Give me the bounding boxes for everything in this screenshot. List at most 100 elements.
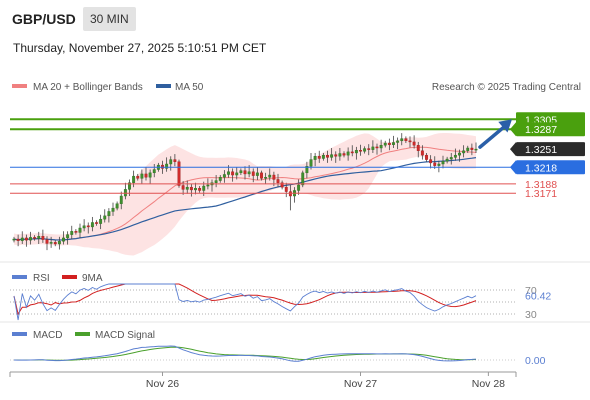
level-badge-text: 1.3287 xyxy=(525,124,557,136)
candle-body-down xyxy=(86,225,90,228)
ma20-legend-swatch xyxy=(12,84,27,88)
candle-body-down xyxy=(251,171,255,176)
candle-body-down xyxy=(412,141,416,146)
level-lines xyxy=(10,118,516,194)
candle xyxy=(400,133,404,146)
candle xyxy=(86,222,90,234)
candle xyxy=(342,151,346,158)
candle xyxy=(330,148,334,161)
candle-body-up xyxy=(338,153,342,157)
macd-legend-swatch xyxy=(12,332,27,336)
rsi-legend-label: RSI xyxy=(33,273,50,284)
candle-body-up xyxy=(222,174,226,178)
candle-body-up xyxy=(239,170,243,174)
candle-body-up xyxy=(218,177,222,181)
macd-legend: MACD MACD Signal xyxy=(12,330,155,341)
candle-body-up xyxy=(301,172,305,186)
candle-body-up xyxy=(268,174,272,178)
candle-body-up xyxy=(264,177,268,179)
candle-body-up xyxy=(214,180,218,183)
candle-body-down xyxy=(41,236,45,240)
candle-body-down xyxy=(24,237,28,241)
forecast-arrow-head xyxy=(498,119,512,133)
candle xyxy=(99,214,103,230)
candle xyxy=(70,225,74,240)
forecast-arrow xyxy=(478,119,512,149)
level-badge xyxy=(516,142,585,157)
candle-body-up xyxy=(49,242,53,244)
candle xyxy=(305,161,309,179)
timeframe-badge[interactable]: 30 MIN xyxy=(83,7,136,31)
candle-body-up xyxy=(152,169,156,174)
candle xyxy=(404,136,408,144)
candle xyxy=(288,184,292,211)
candle-body-up xyxy=(165,163,169,169)
ma20-legend-label: MA 20 + Bollinger Bands xyxy=(33,82,143,93)
candle-body-up xyxy=(132,175,136,183)
rsi-level-label: 70 xyxy=(525,285,537,297)
candle-body-down xyxy=(317,156,321,159)
level-badge-pointer xyxy=(510,160,516,175)
candle xyxy=(375,143,379,155)
candle-body-up xyxy=(185,186,189,190)
level-label-1.3218: 1.3218 xyxy=(510,160,585,175)
candle-body-down xyxy=(95,222,98,224)
candle-body-up xyxy=(363,148,367,152)
candle-body-up xyxy=(247,171,251,175)
level-label-1.3287: 1.3287 xyxy=(510,122,585,137)
x-tick-label: Nov 26 xyxy=(146,378,179,390)
candle xyxy=(445,156,449,164)
candle xyxy=(470,143,474,156)
candle xyxy=(346,147,350,161)
candle xyxy=(441,155,445,169)
level-label-1.3188: 1.3188 xyxy=(525,179,557,191)
candle xyxy=(198,186,202,193)
candle-body-down xyxy=(136,175,140,179)
candle-body-down xyxy=(231,171,235,176)
candle-body-down xyxy=(342,153,346,156)
rsi-ma-line xyxy=(13,283,477,316)
candle-body-down xyxy=(334,154,338,157)
macd-last-label: 0.00 xyxy=(525,355,546,367)
candle-body-up xyxy=(297,184,301,191)
candle-body-down xyxy=(144,173,148,178)
candle-body-up xyxy=(441,161,445,165)
candle xyxy=(429,155,433,169)
candle-body-down xyxy=(74,231,78,233)
timestamp: Thursday, November 27, 2025 5:10:51 PM C… xyxy=(13,41,267,55)
candle-body-up xyxy=(107,211,111,217)
candle-body-up xyxy=(227,171,230,175)
candle xyxy=(169,156,173,171)
rsi-legend-swatch xyxy=(12,275,27,279)
candle xyxy=(276,173,280,188)
candle-body-up xyxy=(321,154,325,159)
candle-body-down xyxy=(350,151,354,154)
rsi-last-label: 60.42 xyxy=(525,291,551,303)
candle-body-up xyxy=(123,189,127,197)
candle xyxy=(33,235,37,241)
credit-text: Research © 2025 Trading Central xyxy=(432,82,581,93)
candle xyxy=(152,164,156,178)
candle xyxy=(74,229,78,235)
candle-body-down xyxy=(326,154,329,158)
level-badge-text: 1.3251 xyxy=(525,144,557,156)
candle-body-down xyxy=(367,148,371,150)
forecast-arrow-shaft xyxy=(478,123,508,149)
candle xyxy=(62,231,65,245)
candle xyxy=(453,148,457,161)
level-badge-pointer xyxy=(510,122,516,137)
candle xyxy=(416,141,420,158)
candle xyxy=(392,135,395,148)
candle xyxy=(177,159,181,188)
candle-body-up xyxy=(379,145,383,149)
candle xyxy=(90,216,94,232)
macd-plot: 0.00 xyxy=(10,345,546,367)
candle xyxy=(37,231,41,244)
candle xyxy=(334,151,338,163)
candle xyxy=(317,150,321,163)
candle-body-up xyxy=(140,173,144,179)
candle xyxy=(350,145,354,157)
ma50-line xyxy=(13,157,477,241)
bollinger-band xyxy=(14,133,476,256)
